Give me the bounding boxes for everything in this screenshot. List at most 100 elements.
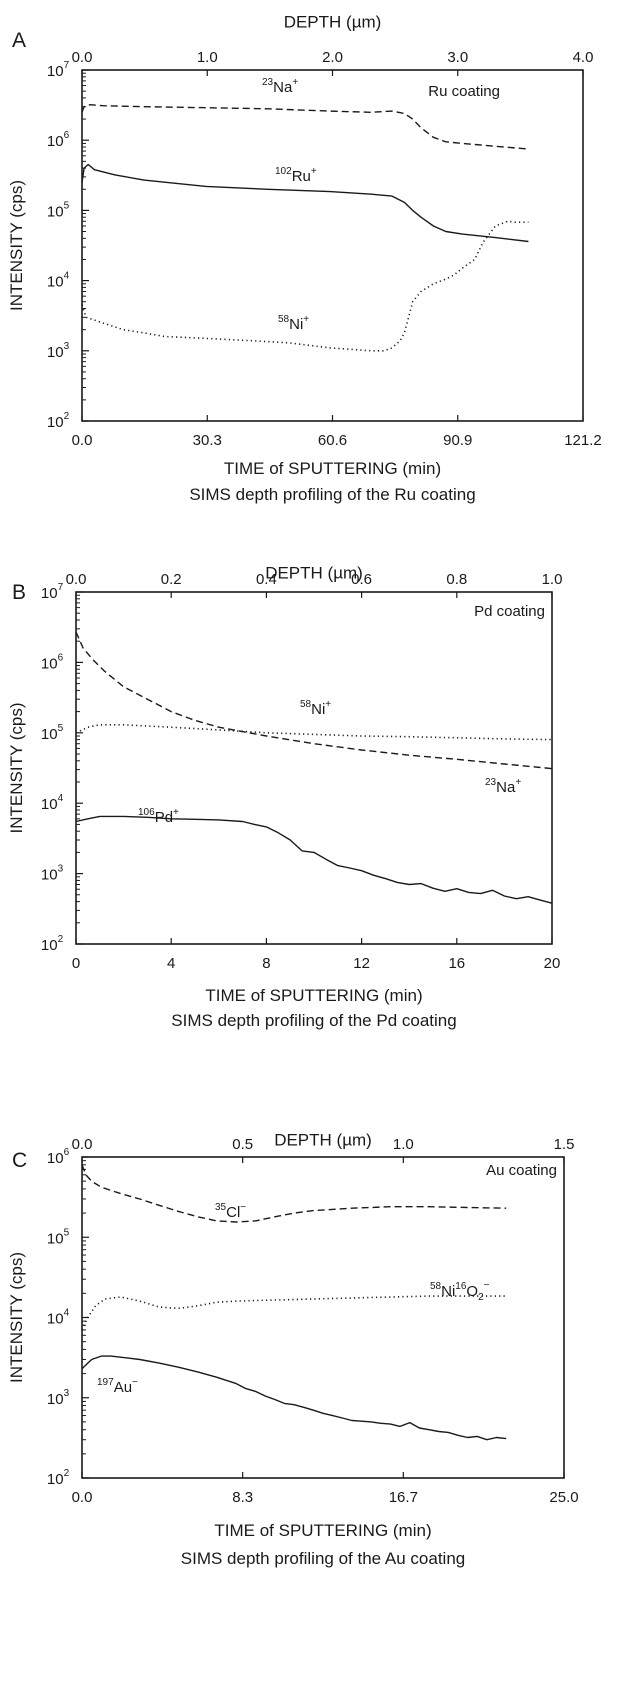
series-label: 58Ni+ (278, 314, 309, 333)
series-label: 23Na+ (262, 77, 298, 96)
series-line-na (75, 631, 553, 770)
y-tick-base: 10 (47, 344, 64, 361)
series-label: 58Ni+ (300, 699, 331, 718)
y-tick-exp: 5 (64, 1227, 70, 1238)
y-tick-base: 10 (41, 726, 58, 743)
x-axis-title: TIME of SPUTTERING (min) (214, 1521, 431, 1540)
label-element: Ni (311, 701, 325, 718)
y-tick-base: 10 (41, 867, 58, 884)
y-tick-label: 104 (47, 271, 70, 291)
series-line-cl (81, 1164, 507, 1223)
y-tick-exp: 5 (64, 200, 70, 211)
panel-letter: C (12, 1149, 27, 1172)
y-tick-exp: 2 (64, 1468, 70, 1479)
top-tick-label: 1.0 (393, 1136, 414, 1153)
top-tick-label: 1.0 (197, 49, 218, 66)
y-tick-exp: 3 (58, 864, 64, 875)
y-tick-label: 106 (41, 652, 64, 672)
x-tick-label: 8 (262, 955, 270, 972)
y-tick-exp: 3 (64, 1388, 70, 1399)
label-charge: + (173, 807, 179, 818)
y-tick-label: 104 (41, 793, 64, 813)
y-tick-label: 107 (41, 582, 64, 602)
label-subscript: 2 (478, 1292, 484, 1303)
y-tick-exp: 3 (64, 341, 70, 352)
series-label: 102Ru+ (275, 166, 317, 185)
x-tick-label: 0.0 (72, 432, 93, 449)
y-tick-base: 10 (41, 655, 58, 672)
x-tick-label: 12 (353, 955, 370, 972)
x-tick-label: 0.0 (72, 1489, 93, 1506)
y-tick-label: 103 (41, 864, 64, 884)
y-tick-base: 10 (41, 585, 58, 602)
y-tick-exp: 4 (64, 1308, 70, 1319)
y-tick-label: 105 (47, 200, 70, 220)
label-isotope: 16 (455, 1281, 467, 1292)
panel-letter: B (12, 581, 26, 604)
figure-caption: SIMS depth profiling of the Ru coating (189, 485, 475, 504)
x-tick-label: 25.0 (549, 1489, 578, 1506)
y-tick-base: 10 (47, 274, 64, 291)
y-tick-label: 106 (47, 1147, 70, 1167)
label-isotope: 58 (430, 1281, 442, 1292)
x-tick-label: 16 (448, 955, 465, 972)
series-label: 197Au− (97, 1377, 138, 1396)
top-tick-label: 0.0 (72, 1136, 93, 1153)
y-tick-label: 105 (47, 1227, 70, 1247)
chart-b: B DEPTH (µm) 0.0 0.2 0.4 0.6 0.8 1.0 0 4 8 12 16 20 10… (7, 564, 562, 1030)
series-line-na (81, 103, 529, 150)
y-tick-base: 10 (41, 937, 58, 954)
label-charge: + (303, 314, 309, 325)
y-tick-base: 10 (47, 133, 64, 150)
x-tick-label: 16.7 (389, 1489, 418, 1506)
chart-a: A DEPTH (µm) 0.0 1.0 2.0 3.0 4.0 0.0 30.3 60.6 90.… (7, 12, 602, 504)
y-tick-label: 102 (41, 934, 64, 954)
y-tick-exp: 6 (58, 652, 64, 663)
label-isotope: 197 (97, 1377, 114, 1388)
top-tick-label: 1.5 (554, 1136, 575, 1153)
y-tick-exp: 7 (58, 582, 64, 593)
y-tick-exp: 4 (64, 271, 70, 282)
label-element: Ni (289, 316, 303, 333)
y-tick-label: 103 (47, 1388, 70, 1408)
y-tick-base: 10 (47, 63, 64, 80)
label-element: Au (114, 1379, 132, 1396)
top-tick-label: 0.6 (351, 571, 372, 588)
label-isotope: 23 (485, 777, 497, 788)
panel-letter: A (12, 29, 26, 52)
series-line-ni (81, 220, 529, 352)
x-tick-label: 0 (72, 955, 80, 972)
label-element: Na (496, 779, 516, 796)
series-label: 58Ni16O2− (430, 1280, 490, 1303)
top-tick-label: 2.0 (322, 49, 343, 66)
label-isotope: 58 (278, 314, 290, 325)
label-isotope: 23 (262, 77, 274, 88)
y-tick-label: 102 (47, 411, 70, 431)
x-axis-title: TIME of SPUTTERING (min) (224, 459, 441, 478)
top-axis-title: DEPTH (µm) (284, 12, 382, 31)
x-tick-label: 90.9 (443, 432, 472, 449)
x-axis-title: TIME of SPUTTERING (min) (205, 986, 422, 1005)
top-axis-title: DEPTH (µm) (274, 1130, 372, 1149)
y-tick-exp: 2 (58, 934, 64, 945)
y-tick-base: 10 (47, 1230, 64, 1247)
plot-frame (75, 591, 553, 945)
top-tick-label: 0.5 (232, 1136, 253, 1153)
x-tick-label: 30.3 (193, 432, 222, 449)
label-element: O (466, 1283, 478, 1300)
x-tick-label: 8.3 (232, 1489, 253, 1506)
plot-frame (81, 69, 584, 422)
coating-label: Pd coating (474, 603, 545, 620)
x-tick-label: 121.2 (564, 432, 602, 449)
series-line-au (81, 1355, 507, 1441)
coating-label: Au coating (486, 1162, 557, 1179)
y-tick-base: 10 (41, 796, 58, 813)
y-tick-exp: 4 (58, 793, 64, 804)
label-element: Na (273, 79, 293, 96)
y-tick-base: 10 (47, 1311, 64, 1328)
figure-caption: SIMS depth profiling of the Au coating (181, 1549, 465, 1568)
chart-c: C DEPTH (µm) 0.0 0.5 1.0 1.5 0.0 8.3 16.7 25.0 10 2… (7, 1130, 579, 1568)
y-tick-exp: 2 (64, 411, 70, 422)
top-tick-label: 0.0 (66, 571, 87, 588)
y-tick-label: 104 (47, 1308, 70, 1328)
